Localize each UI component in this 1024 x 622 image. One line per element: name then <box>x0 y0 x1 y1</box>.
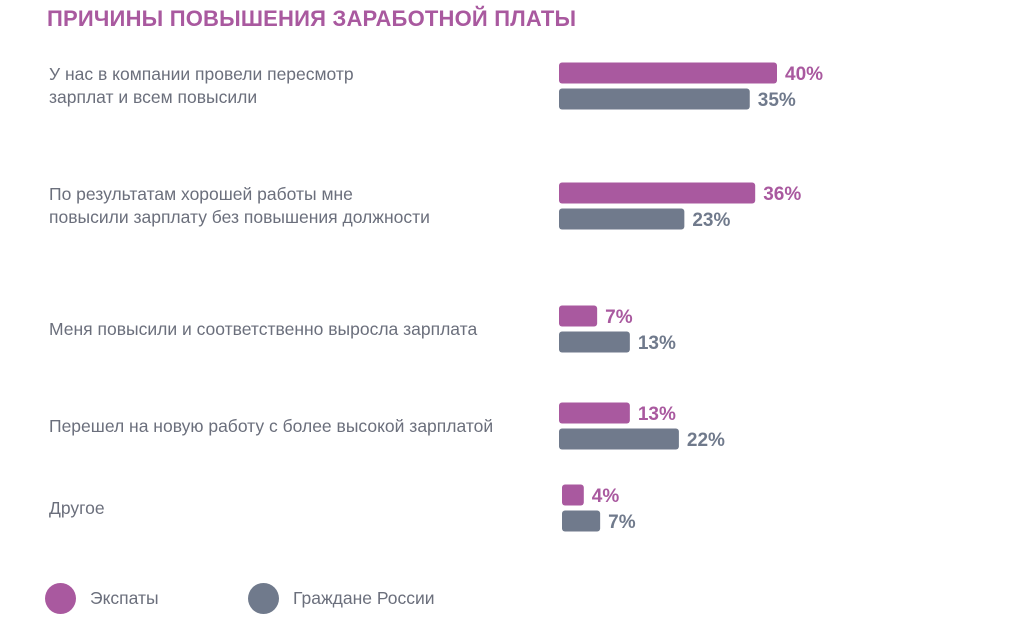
legend-item-expats: Экспаты <box>45 580 159 616</box>
bar-russians <box>559 88 750 110</box>
chart-title: ПРИЧИНЫ ПОВЫШЕНИЯ ЗАРАБОТНОЙ ПЛАТЫ <box>47 6 577 31</box>
value-label-expats: 7% <box>605 307 633 328</box>
bar-russians <box>559 428 679 450</box>
value-label-russians: 7% <box>608 512 636 533</box>
legend-swatch-russians <box>248 582 279 614</box>
legend-label-russians: Граждане России <box>293 587 435 608</box>
value-label-expats: 40% <box>785 64 823 85</box>
legend-label-expats: Экспаты <box>90 587 159 608</box>
value-label-russians: 22% <box>687 430 725 451</box>
category-label: Меня повысили и соответственно выросла з… <box>49 318 478 339</box>
value-label-expats: 13% <box>638 404 676 425</box>
bar-expats <box>559 305 598 327</box>
value-label-russians: 23% <box>692 210 730 231</box>
value-label-russians: 13% <box>638 333 676 354</box>
bar-russians <box>562 510 601 532</box>
bar-russians <box>559 331 630 353</box>
category-label: Другое <box>49 497 105 518</box>
bar-expats <box>559 62 777 84</box>
bar-expats <box>559 402 630 424</box>
category-label: У нас в компании провели пересмотр зарпла… <box>49 64 354 107</box>
value-label-expats: 36% <box>763 184 801 205</box>
category-label: Перешел на новую работу с более высокой … <box>49 415 494 436</box>
value-label-russians: 35% <box>758 90 796 111</box>
category-label: По результатам хорошей работы мне повысил… <box>49 184 430 227</box>
bar-expats <box>559 182 756 204</box>
value-label-expats: 4% <box>592 486 620 507</box>
legend-swatch-expats <box>45 582 76 614</box>
legend-item-russians: Граждане России <box>248 580 435 616</box>
bar-expats <box>562 484 584 506</box>
legend: Экспаты Граждане России <box>0 580 1024 620</box>
bar-russians <box>559 208 685 230</box>
